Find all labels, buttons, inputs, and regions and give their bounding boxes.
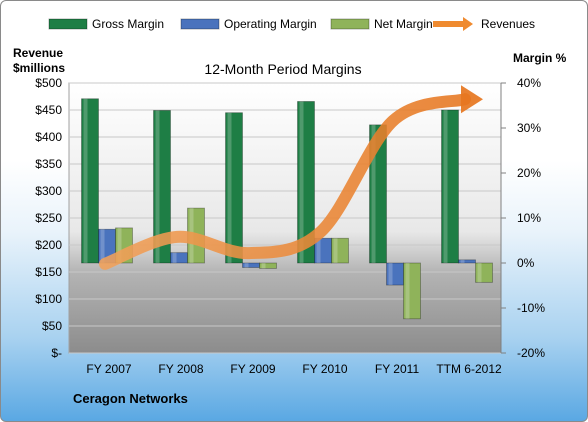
bar-net-margin (403, 262, 421, 320)
left-axis-label-line2: $millions (13, 61, 65, 75)
category-label: FY 2008 (158, 362, 203, 376)
category-label: FY 2007 (86, 362, 131, 376)
axes: $500 $450 $400 $350 $300 $250 $200 $150 $100 $50 $… (35, 76, 545, 376)
bar-highlight (388, 263, 393, 286)
bar-highlight (83, 98, 88, 263)
bar-gross-margin (153, 110, 171, 264)
chart-title: 12-Month Period Margins (204, 61, 361, 77)
left-tick-label: $150 (35, 265, 62, 279)
left-tick-label: $200 (35, 238, 62, 252)
category-label: TTM 6-2012 (436, 362, 502, 376)
legend-swatch (330, 18, 370, 30)
category-label: FY 2009 (230, 362, 275, 376)
bar-highlight (477, 263, 482, 283)
bar-highlight (371, 124, 376, 263)
bar-highlight (155, 110, 160, 263)
company-label: Ceragon Networks (73, 391, 188, 406)
bar-operating-margin (458, 259, 476, 264)
left-tick-label: $350 (35, 157, 62, 171)
bar-highlight (405, 263, 410, 319)
category-label: FY 2010 (302, 362, 347, 376)
bar-highlight (244, 263, 249, 268)
bar-marks (81, 98, 493, 320)
bar-highlight (443, 110, 448, 263)
bar-highlight (299, 101, 304, 263)
legend: Gross Margin Operating Margin Net Margin Re… (48, 17, 535, 31)
legend-label: Gross Margin (92, 17, 164, 31)
right-tick-label: -20% (517, 346, 545, 360)
legend-label: Net Margin (374, 17, 433, 31)
revenue-arrowhead (461, 85, 483, 114)
left-tick-label: $400 (35, 130, 62, 144)
right-axis-label: Margin % (513, 51, 567, 65)
left-axis-label-line1: Revenue (13, 46, 63, 60)
left-tick-label: $250 (35, 211, 62, 225)
right-tick-label: 10% (517, 211, 541, 225)
bar-gross-margin (81, 98, 99, 264)
legend-label: Revenues (481, 17, 535, 31)
right-tick-label: 0% (517, 256, 535, 270)
right-tick-label: -10% (517, 301, 545, 315)
left-tick-label: $450 (35, 103, 62, 117)
right-tick-label: 30% (517, 121, 541, 135)
bar-highlight (117, 227, 122, 263)
bar-highlight (316, 238, 321, 263)
bar-gross-margin (369, 124, 387, 264)
bar-highlight (261, 263, 266, 269)
bar-gross-margin (225, 112, 243, 264)
bar-net-margin (475, 262, 493, 283)
bar-highlight (100, 229, 105, 263)
left-tick-label: $500 (35, 76, 62, 90)
legend-arrow-revenues (463, 17, 473, 31)
bar-gross-margin (441, 109, 459, 264)
bar-highlight (172, 252, 177, 263)
revenue-line (99, 85, 483, 270)
legend-swatch (180, 18, 220, 30)
gridlines (69, 82, 501, 354)
left-tick-label: $50 (42, 319, 62, 333)
right-tick-label: 40% (517, 76, 541, 90)
category-label: FY 2011 (375, 362, 420, 376)
legend-label: Operating Margin (224, 17, 317, 31)
legend-swatch (48, 18, 88, 30)
bar-highlight (333, 238, 338, 263)
bar-highlight (460, 259, 465, 263)
left-tick-label: $300 (35, 184, 62, 198)
bar-highlight (227, 112, 232, 263)
revenue-line-path (99, 93, 471, 270)
bar-net-margin (259, 262, 277, 269)
right-tick-label: 20% (517, 166, 541, 180)
bar-gross-margin (297, 101, 315, 264)
bar-net-margin (331, 237, 349, 264)
left-tick-label: $100 (35, 292, 62, 306)
left-tick-label: $- (51, 346, 62, 360)
